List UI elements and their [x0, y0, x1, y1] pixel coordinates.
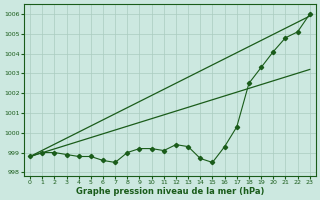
X-axis label: Graphe pression niveau de la mer (hPa): Graphe pression niveau de la mer (hPa): [76, 187, 264, 196]
